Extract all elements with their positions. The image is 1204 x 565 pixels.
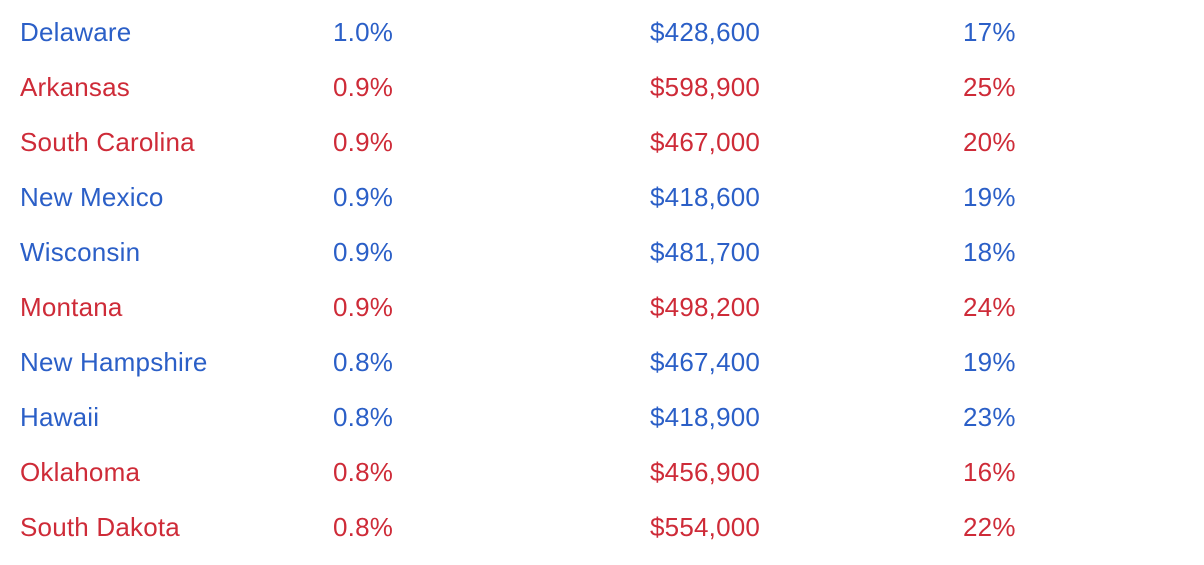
state-name: South Carolina [20, 127, 195, 157]
percent-large-value: 19% [963, 347, 1016, 377]
state-name: New Hampshire [20, 347, 208, 377]
state-name: Arkansas [20, 72, 130, 102]
table-row: Wisconsin 0.9% $481,700 18% [20, 225, 1204, 280]
state-name: Oklahoma [20, 457, 141, 487]
dollar-value: $554,000 [650, 512, 761, 542]
percent-large-value: 23% [963, 402, 1016, 432]
state-name: Hawaii [20, 402, 100, 432]
table-row: Delaware 1.0% $428,600 17% [20, 5, 1204, 60]
table-row: Montana 0.9% $498,200 24% [20, 280, 1204, 335]
state-name: Montana [20, 292, 123, 322]
percent-large-value: 16% [963, 457, 1016, 487]
percent-small-value: 0.8% [333, 402, 394, 432]
table-row: New Mexico 0.9% $418,600 19% [20, 170, 1204, 225]
percent-large-value: 17% [963, 17, 1016, 47]
percent-large-value: 19% [963, 182, 1016, 212]
table-row: South Carolina 0.9% $467,000 20% [20, 115, 1204, 170]
percent-large-value: 20% [963, 127, 1016, 157]
table-row: Oklahoma 0.8% $456,900 16% [20, 445, 1204, 500]
state-name: New Mexico [20, 182, 164, 212]
percent-large-value: 24% [963, 292, 1016, 322]
table-row: New Hampshire 0.8% $467,400 19% [20, 335, 1204, 390]
dollar-value: $418,900 [650, 402, 761, 432]
dollar-value: $467,400 [650, 347, 761, 377]
percent-small-value: 0.8% [333, 457, 394, 487]
percent-small-value: 0.8% [333, 512, 394, 542]
dollar-value: $598,900 [650, 72, 761, 102]
dollar-value: $481,700 [650, 237, 761, 267]
percent-small-value: 0.9% [333, 237, 394, 267]
percent-small-value: 0.9% [333, 292, 394, 322]
dollar-value: $467,000 [650, 127, 761, 157]
table-row: Hawaii 0.8% $418,900 23% [20, 390, 1204, 445]
percent-small-value: 0.9% [333, 72, 394, 102]
table-row: Arkansas 0.9% $598,900 25% [20, 60, 1204, 115]
state-name: Delaware [20, 17, 132, 47]
percent-large-value: 25% [963, 72, 1016, 102]
dollar-value: $428,600 [650, 17, 761, 47]
state-name: South Dakota [20, 512, 180, 542]
state-name: Wisconsin [20, 237, 141, 267]
percent-small-value: 0.9% [333, 127, 394, 157]
percent-large-value: 18% [963, 237, 1016, 267]
percent-small-value: 0.8% [333, 347, 394, 377]
percent-small-value: 0.9% [333, 182, 394, 212]
dollar-value: $418,600 [650, 182, 761, 212]
table-row: South Dakota 0.8% $554,000 22% [20, 500, 1204, 555]
percent-small-value: 1.0% [333, 17, 394, 47]
percent-large-value: 22% [963, 512, 1016, 542]
dollar-value: $498,200 [650, 292, 761, 322]
dollar-value: $456,900 [650, 457, 761, 487]
